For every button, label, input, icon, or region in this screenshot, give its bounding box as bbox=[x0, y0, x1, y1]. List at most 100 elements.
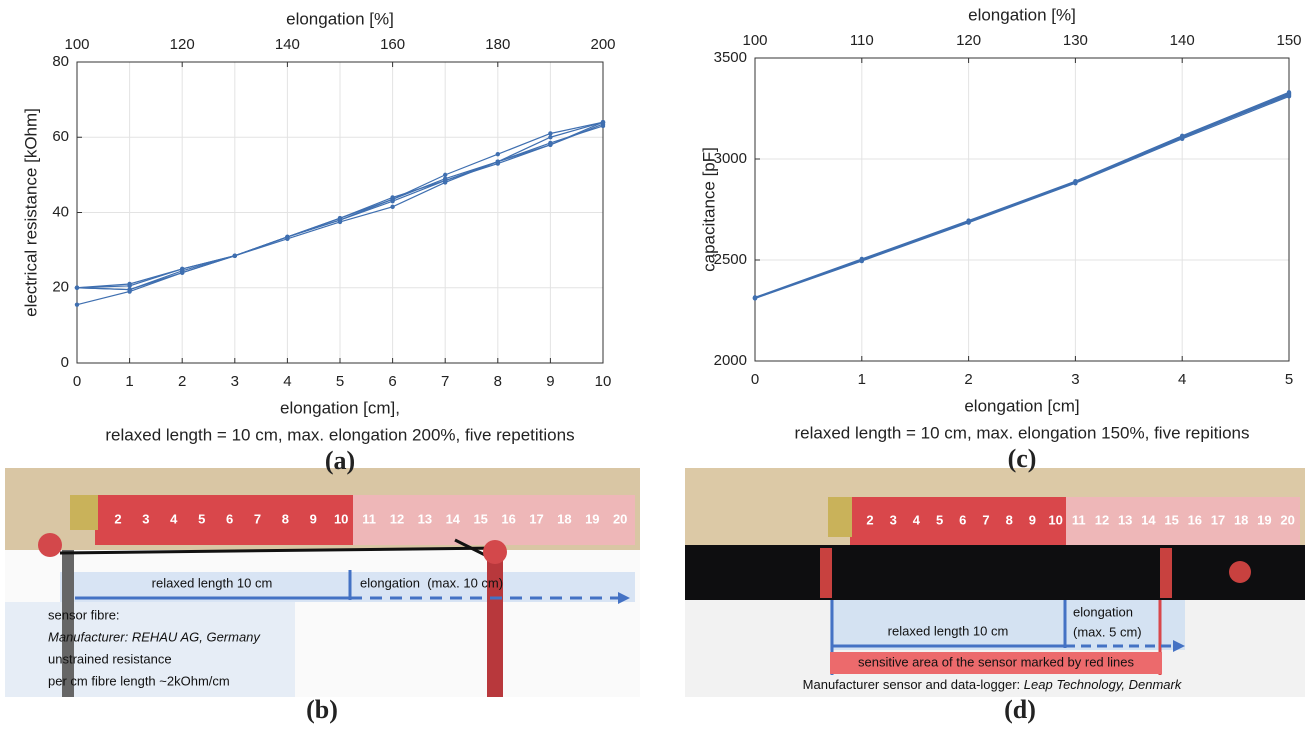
x2-axis-label: elongation [%] bbox=[286, 9, 394, 28]
ruler-number: 14 bbox=[1141, 512, 1156, 527]
x-tick-label: 0 bbox=[751, 371, 759, 388]
ruler-number: 4 bbox=[170, 511, 178, 526]
x2-tick-label: 200 bbox=[590, 36, 615, 53]
x2-tick-label: 150 bbox=[1276, 32, 1301, 49]
annotation: relaxed length 10 cm bbox=[152, 575, 273, 590]
data-point bbox=[390, 204, 395, 210]
annotation: sensitive area of the sensor marked by r… bbox=[858, 654, 1135, 669]
ruler-number: 4 bbox=[913, 512, 921, 527]
ruler-number: 2 bbox=[114, 511, 121, 526]
data-point bbox=[74, 302, 80, 307]
x-axis-label: elongation [cm], bbox=[280, 398, 400, 417]
ruler-number: 10 bbox=[1048, 512, 1062, 527]
x2-tick-label: 130 bbox=[1063, 32, 1088, 49]
pin-head bbox=[483, 540, 507, 564]
ruler-number: 18 bbox=[1234, 512, 1248, 527]
clip bbox=[828, 497, 852, 537]
data-point bbox=[495, 151, 500, 157]
photo-b: relaxed length 10 cm elongation (max. 10… bbox=[5, 468, 640, 724]
x-tick-label: 5 bbox=[336, 373, 344, 390]
fibre bbox=[59, 546, 501, 555]
annotation: elongation (max. 10 cm) bbox=[360, 575, 503, 590]
ruler-number: 19 bbox=[1257, 512, 1271, 527]
data-point bbox=[337, 217, 343, 223]
data-point bbox=[1286, 93, 1292, 98]
series-line bbox=[754, 91, 1290, 298]
photo-d: relaxed length 10 cm elongation (max. 5 … bbox=[685, 468, 1305, 724]
ruler-number: 20 bbox=[1280, 512, 1294, 527]
ruler-number: 12 bbox=[1095, 512, 1109, 527]
data-point bbox=[443, 178, 448, 183]
marker bbox=[820, 548, 832, 598]
ruler-number: 2 bbox=[866, 512, 873, 527]
y-tick-label: 40 bbox=[52, 203, 69, 220]
x2-tick-label: 120 bbox=[170, 36, 195, 53]
ruler-number: 3 bbox=[890, 512, 897, 527]
y-tick-label: 80 bbox=[52, 53, 69, 70]
marker bbox=[1160, 548, 1172, 598]
clip bbox=[70, 495, 98, 530]
ruler-red bbox=[95, 495, 353, 545]
ruler-number: 16 bbox=[501, 511, 515, 526]
data-point bbox=[1073, 180, 1078, 185]
panel-label: (a) bbox=[325, 446, 355, 475]
x2-tick-label: 100 bbox=[742, 32, 767, 49]
pin-head bbox=[1229, 561, 1251, 583]
ruler-number: 9 bbox=[310, 511, 317, 526]
x2-tick-label: 160 bbox=[380, 36, 405, 53]
x-tick-label: 9 bbox=[546, 373, 554, 390]
ruler-number: 7 bbox=[982, 512, 989, 527]
annotation: (max. 5 cm) bbox=[1073, 624, 1142, 639]
ruler-number: 13 bbox=[1118, 512, 1132, 527]
annotation: unstrained resistance bbox=[48, 651, 172, 666]
data-point bbox=[127, 281, 132, 287]
ruler-number: 6 bbox=[959, 512, 966, 527]
sensor bbox=[685, 545, 1305, 600]
ruler-pink bbox=[1066, 497, 1300, 545]
data-point bbox=[600, 120, 606, 125]
ruler-number: 15 bbox=[1164, 512, 1178, 527]
data-point bbox=[443, 172, 448, 178]
annotation: Manufacturer sensor and data-logger: bbox=[803, 677, 1024, 692]
annotation: Leap Technology, Denmark bbox=[1024, 677, 1183, 692]
ruler-number: 3 bbox=[142, 511, 149, 526]
x-tick-label: 3 bbox=[231, 373, 239, 390]
data-point bbox=[1180, 134, 1185, 140]
panel-label: (c) bbox=[1008, 444, 1037, 473]
data-point bbox=[390, 199, 395, 204]
series-line bbox=[754, 92, 1290, 299]
data-point bbox=[127, 287, 132, 292]
data-point bbox=[180, 268, 185, 274]
x-tick-label: 7 bbox=[441, 373, 449, 390]
ruler-number: 8 bbox=[282, 511, 289, 526]
stick bbox=[62, 550, 74, 697]
data-point bbox=[232, 253, 237, 258]
x-tick-label: 4 bbox=[1178, 371, 1186, 388]
data-point bbox=[74, 285, 80, 290]
x2-tick-label: 140 bbox=[275, 36, 300, 53]
pin-head bbox=[38, 533, 62, 557]
arrow-head bbox=[618, 592, 630, 604]
pin bbox=[487, 555, 503, 697]
data-point bbox=[390, 195, 395, 200]
highlight bbox=[5, 602, 295, 697]
x2-tick-label: 140 bbox=[1170, 32, 1195, 49]
plot-frame bbox=[754, 57, 1290, 362]
ruler-number: 12 bbox=[390, 511, 404, 526]
x2-axis-label: elongation [%] bbox=[968, 5, 1076, 24]
annotation: Manufacturer: REHAU AG, Germany bbox=[48, 629, 261, 644]
annotation: Manufacturer sensor and data-logger: Lea… bbox=[803, 677, 1183, 692]
y-tick-label: 2000 bbox=[714, 352, 747, 369]
ruler-number: 11 bbox=[1072, 512, 1086, 527]
ruler-number: 6 bbox=[226, 511, 233, 526]
annotation: sensor fibre: bbox=[48, 607, 120, 622]
ruler-number: 7 bbox=[254, 511, 261, 526]
ruler-number: 19 bbox=[585, 511, 599, 526]
ruler-number: 15 bbox=[473, 511, 487, 526]
data-point bbox=[548, 131, 553, 136]
ruler-number: 20 bbox=[613, 511, 627, 526]
x-tick-label: 2 bbox=[178, 373, 186, 390]
data-point bbox=[495, 159, 500, 164]
x2-tick-label: 180 bbox=[485, 36, 510, 53]
